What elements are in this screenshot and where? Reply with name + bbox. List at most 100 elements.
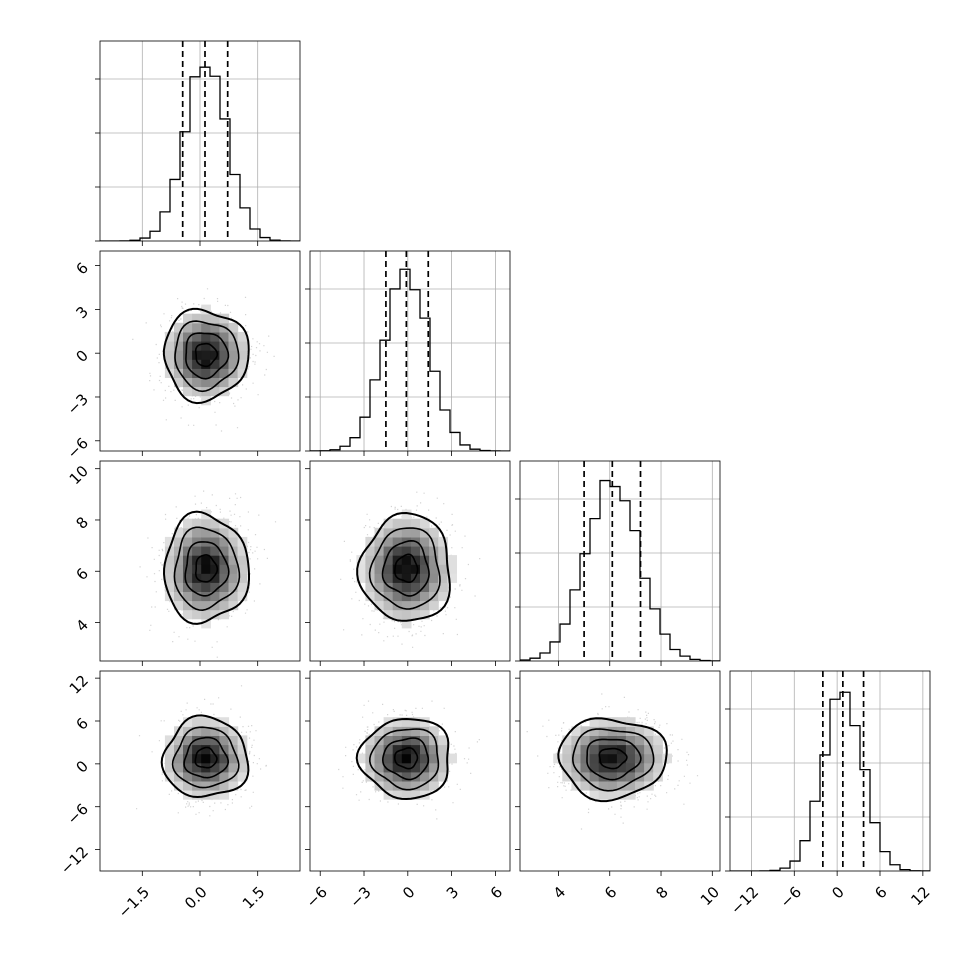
density-cell [401,546,412,556]
y-tick-label: 4 [73,616,92,635]
density-cell [219,600,230,611]
density-cell [653,753,663,764]
density-cell [365,735,376,746]
density-cell [392,546,403,556]
density-cell [625,762,636,773]
density-cell [401,582,412,592]
density-cell [356,573,367,583]
density-cell [210,744,220,755]
density-cell [228,377,239,388]
contour-4sigma [557,717,668,803]
density-cell [210,546,220,556]
panel-frame [519,460,721,662]
density-cell [201,744,211,755]
density-cell [210,582,220,592]
density-cell [210,753,220,764]
density-cell [219,536,230,547]
density-cell [438,564,448,574]
contour-1sigma [394,746,419,770]
density-cell [635,780,645,791]
density-cell [383,591,394,602]
density-cell [401,555,412,565]
x-tick-label: 10 [697,883,723,909]
density-cell [228,780,239,791]
density-cell [192,359,202,369]
density-cell [201,573,211,583]
density-cell [383,780,394,791]
density-cell [392,591,403,602]
contour-2sigma [381,737,430,781]
contour-3sigma [571,728,655,792]
density-cell [447,753,457,764]
density-cell [192,744,202,755]
density-cell [392,609,403,620]
panel-frame [309,250,511,452]
density-cell [374,726,385,736]
y-tick-label: 8 [73,513,92,532]
density-cell [401,600,412,611]
density-cell [607,762,618,773]
y-tick-label: −12 [57,843,92,878]
density-cell [401,735,412,746]
density-cell [410,555,421,565]
density-cell [210,341,220,351]
density-cell [589,744,600,755]
density-cell [174,322,184,333]
panel-2-1 [305,460,511,666]
density-cell [219,771,230,782]
density-cell [607,790,618,800]
density-cell [219,564,230,574]
contour-1sigma [194,342,219,368]
density-cell [237,591,248,602]
density-cell [383,536,394,547]
density-cell [571,744,582,755]
density-cell [374,564,385,574]
density-cell [219,591,230,602]
density-cell [420,600,430,611]
density-cell [356,555,367,565]
density-cell [237,331,248,342]
density-cell [228,582,239,592]
density-cell [598,717,609,727]
density-cell [192,377,202,388]
density-cell [210,573,220,583]
density-cell [383,744,394,755]
density-cell [447,555,457,565]
density-cell [183,350,193,360]
density-cell [183,564,193,574]
density-cell [210,350,220,360]
density-cell [210,591,220,602]
density-cell [429,555,439,565]
density-cell [429,726,439,736]
density-cell [183,527,193,538]
density-cell [589,717,600,727]
density-cell [183,341,193,351]
density-cell [420,591,430,602]
density-cell [653,771,663,782]
density-cell [625,735,636,746]
panel-1-1 [305,250,511,456]
density-cell [429,762,439,773]
density-cell [356,753,367,764]
density-cell [201,322,211,333]
density-cell [164,555,175,565]
density-cell [438,771,448,782]
density-cell [401,609,412,620]
density-cell [410,790,421,800]
density-cell [201,546,211,556]
density-cell [374,771,385,782]
histogram-step [520,479,720,661]
density-cell [228,564,239,574]
density-cell [228,555,239,565]
panel-3-3: −12 −6 0 6 12 [725,670,934,918]
density-cell [237,546,248,556]
panel-3-2: 4 6 8 10 [515,670,723,909]
density-cell [201,780,211,791]
density-cell [420,582,430,592]
panel-2-0: 4 6 8 10 [66,460,301,666]
contour-4sigma [160,714,250,799]
density-cell [410,735,421,746]
contour-4sigma [162,307,250,405]
density-cell [438,735,448,746]
density-cell [174,753,184,764]
